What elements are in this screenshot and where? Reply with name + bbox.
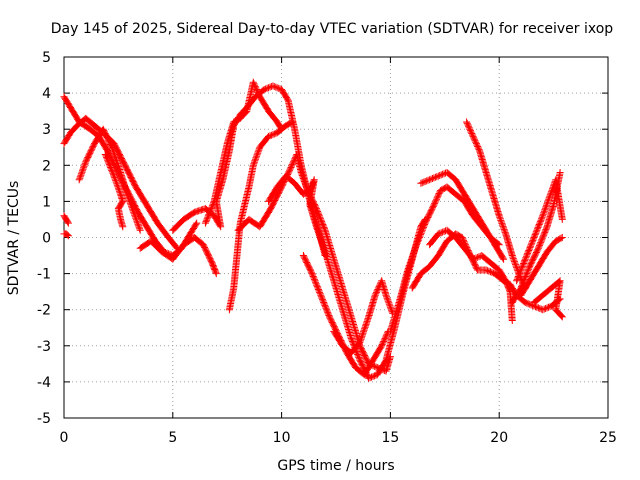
- series-sat-track-s: [426, 226, 516, 324]
- series-sat-track-e: [60, 212, 72, 227]
- series-markers: [417, 169, 508, 263]
- series-sat-track-d: [101, 151, 127, 231]
- series-markers: [101, 151, 127, 231]
- series-markers: [225, 118, 296, 314]
- y-tick-label: 4: [42, 86, 51, 102]
- y-tick-label: -2: [37, 303, 51, 319]
- x-tick-label: 0: [60, 430, 69, 446]
- y-tick-label: -1: [37, 267, 51, 283]
- series-markers: [530, 277, 566, 321]
- grid: [64, 57, 608, 418]
- series-markers: [426, 226, 516, 324]
- series-sat-track-p: [417, 169, 508, 263]
- series-sat-track-m: [299, 252, 392, 379]
- series-markers: [299, 252, 392, 379]
- series-sat-track-n: [330, 277, 397, 357]
- series-sat-track-f: [60, 230, 72, 240]
- series-markers: [201, 78, 286, 227]
- x-tick-label: 15: [381, 430, 399, 446]
- axis-ticks: 0 5 10 15 20 25 -5 -4 -3 -2 -1 0 1 2 3 4 5: [37, 50, 617, 446]
- series-markers: [75, 125, 144, 234]
- y-tick-label: 1: [42, 194, 51, 210]
- y-tick-label: -3: [37, 339, 51, 355]
- series-markers: [330, 277, 397, 357]
- y-axis-label: SDTVAR / TECUs: [6, 181, 22, 296]
- series-markers: [517, 234, 566, 299]
- series-sat-track-v: [517, 234, 566, 299]
- data-series: [60, 78, 566, 382]
- series-sat-track-j: [225, 118, 296, 314]
- y-tick-label: 2: [42, 158, 51, 174]
- y-tick-label: -5: [37, 411, 51, 427]
- x-tick-label: 10: [273, 430, 291, 446]
- x-tick-label: 5: [168, 430, 177, 446]
- chart-title: Day 145 of 2025, Sidereal Day-to-day VTE…: [51, 21, 614, 37]
- x-tick-label: 20: [490, 430, 508, 446]
- series-markers: [60, 212, 72, 227]
- y-tick-label: 0: [42, 231, 51, 247]
- series-sat-track-g: [136, 234, 220, 278]
- x-tick-label: 25: [599, 430, 617, 446]
- series-markers: [60, 230, 72, 240]
- series-markers: [513, 176, 566, 285]
- series-sat-track-c: [75, 125, 144, 234]
- y-tick-label: 5: [42, 50, 51, 66]
- series-sat-track-w: [530, 277, 566, 321]
- y-tick-label: -4: [37, 375, 51, 391]
- series-markers: [136, 234, 220, 278]
- x-axis-label: GPS time / hours: [277, 458, 394, 474]
- y-tick-label: 3: [42, 122, 51, 138]
- series-sat-track-u: [513, 176, 566, 285]
- series-sat-track-i: [201, 78, 286, 227]
